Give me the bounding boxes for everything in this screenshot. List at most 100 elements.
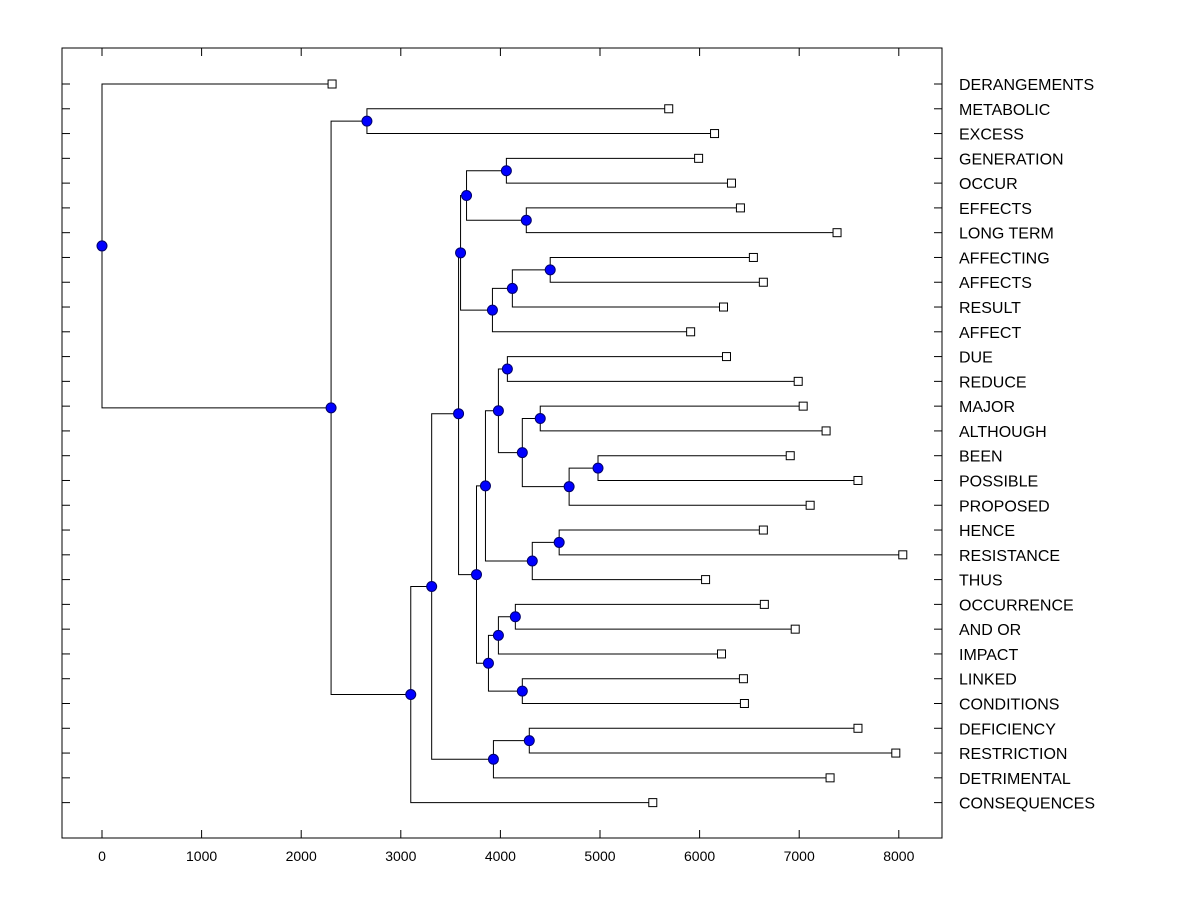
link-m18-m17 xyxy=(497,616,516,636)
merge-node-m14 xyxy=(553,536,565,548)
merge-node-m4 xyxy=(544,264,556,276)
leaf-marker xyxy=(327,79,337,89)
link-m22-m21 xyxy=(458,413,477,576)
leaf-marker xyxy=(825,773,835,783)
leaf-marker xyxy=(832,228,842,238)
link-m16-m13 xyxy=(484,410,499,486)
x-tick-label: 1000 xyxy=(186,848,217,864)
link-m23-l27 xyxy=(528,740,896,754)
leaf-label: RESULT xyxy=(959,300,1021,317)
leaf-label: METABOLIC xyxy=(959,102,1050,119)
leaf-label: EFFECTS xyxy=(959,201,1032,218)
merge-node-m1 xyxy=(500,165,512,177)
dendrogram-links xyxy=(101,83,903,804)
leaf-label: GENERATION xyxy=(959,151,1064,168)
link-m21-m16 xyxy=(475,485,486,575)
leaf-label: ALTHOUGH xyxy=(959,424,1047,441)
link-m4-l8 xyxy=(549,269,764,283)
leaf-label: AFFECTS xyxy=(959,275,1032,292)
leaf-marker xyxy=(694,153,704,163)
link-m14-l18 xyxy=(558,529,764,543)
leaf-marker xyxy=(701,575,711,585)
merge-node-m20 xyxy=(482,657,494,669)
link-m25-m24 xyxy=(431,586,494,760)
link-m26-l29 xyxy=(410,694,653,804)
leaf-marker xyxy=(686,327,696,337)
link-m6-l10 xyxy=(491,310,691,333)
link-m1-l3 xyxy=(505,157,699,171)
link-m3-m1 xyxy=(466,170,507,196)
link-m10-l15 xyxy=(597,455,791,469)
merge-node-m18 xyxy=(492,629,504,641)
left-axis-ticks xyxy=(62,83,70,804)
leaf-marker xyxy=(805,500,815,510)
merge-node-m15 xyxy=(526,555,538,567)
leaf-label: HENCE xyxy=(959,523,1015,540)
leaf-marker xyxy=(738,674,748,684)
link-m27-m28 xyxy=(330,120,367,408)
link-m5-m4 xyxy=(511,269,551,289)
merge-node-m21 xyxy=(470,569,482,581)
link-m21-m20 xyxy=(475,574,489,664)
merge-node-m27 xyxy=(325,402,337,414)
merge-node-m6 xyxy=(486,304,498,316)
leaf-marker xyxy=(891,748,901,758)
link-m7-m6 xyxy=(460,252,493,311)
leaf-label: IMPACT xyxy=(959,647,1018,664)
link-m20-m19 xyxy=(487,663,523,692)
leaf-label: REDUCE xyxy=(959,374,1027,391)
leaf-label: AFFECT xyxy=(959,325,1021,342)
merge-node-m3 xyxy=(461,190,473,202)
merge-node-m26 xyxy=(405,689,417,701)
bottom-axis-ticks xyxy=(101,830,900,838)
link-m13-m12 xyxy=(497,410,523,454)
merge-node-m7 xyxy=(455,247,467,259)
link-m28-l1 xyxy=(366,108,669,122)
x-tick-label: 2000 xyxy=(286,848,317,864)
leaf-marker xyxy=(793,376,803,386)
leaf-marker xyxy=(758,277,768,287)
x-tick-labels: 0 1000 2000 3000 4000 5000 6000 7000 8000 xyxy=(98,848,914,864)
link-m17-l22 xyxy=(514,616,796,630)
link-m28-l2 xyxy=(366,121,715,135)
leaf-label: DUE xyxy=(959,350,993,367)
top-axis-ticks xyxy=(101,48,900,56)
leaf-marker xyxy=(898,550,908,560)
merge-node-m11 xyxy=(563,481,575,493)
leaf-marker xyxy=(748,252,758,262)
leaf-label: BEEN xyxy=(959,449,1003,466)
link-m12-m9 xyxy=(521,418,541,453)
leaf-marker xyxy=(790,624,800,634)
leaf-marker xyxy=(759,599,769,609)
link-m18-l23 xyxy=(497,635,722,655)
merge-node-m28 xyxy=(361,115,373,127)
merge-node-m8 xyxy=(501,363,513,375)
leaf-marker xyxy=(798,401,808,411)
link-m23-l26 xyxy=(528,727,858,741)
link-m7-m3 xyxy=(460,195,467,253)
merge-node-m16 xyxy=(479,480,491,492)
x-tick-label: 5000 xyxy=(584,848,615,864)
link-m12-m11 xyxy=(521,452,570,488)
link-m6-m5 xyxy=(491,287,513,311)
merge-node-m12 xyxy=(516,447,528,459)
merge-node-m29 xyxy=(96,240,108,252)
leaf-label: LONG TERM xyxy=(959,226,1054,243)
link-m24-m23 xyxy=(492,740,530,760)
leaf-label: MAJOR xyxy=(959,399,1015,416)
leaf-marker xyxy=(717,649,727,659)
leaf-marker xyxy=(821,426,831,436)
x-tick-label: 8000 xyxy=(883,848,914,864)
leaf-label: EXCESS xyxy=(959,127,1024,144)
link-m3-m2 xyxy=(466,195,527,221)
link-m11-l17 xyxy=(568,486,811,506)
leaf-label: CONSEQUENCES xyxy=(959,796,1095,813)
right-axis-ticks xyxy=(934,83,942,804)
leaf-label: DEFICIENCY xyxy=(959,721,1056,738)
merge-node-m17 xyxy=(509,611,521,623)
leaf-label: DETRIMENTAL xyxy=(959,771,1071,788)
leaf-marker xyxy=(735,203,745,213)
leaf-label: THUS xyxy=(959,573,1003,590)
x-tick-label: 4000 xyxy=(485,848,516,864)
